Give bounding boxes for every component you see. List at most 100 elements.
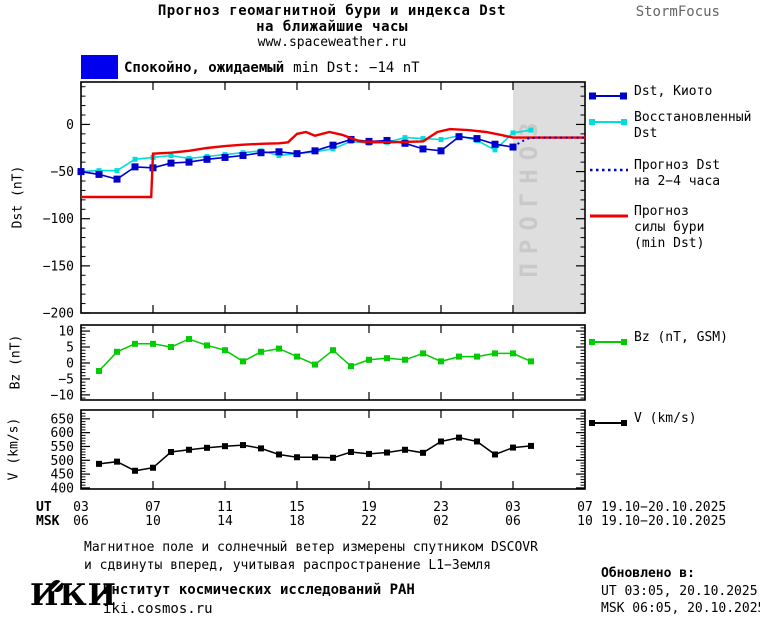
legend-storm-forecast-label: Прогноз силы бури (min Dst): [634, 204, 704, 252]
legend-line: на 2−4 часа: [634, 174, 721, 189]
series-marker: [491, 140, 499, 148]
ut-hour-label: 07: [145, 500, 161, 515]
legend-dst-kyoto-swatch: [589, 86, 629, 105]
legend-dst-restored-label: Восстановленный Dst: [634, 110, 751, 142]
series-marker: [347, 136, 355, 144]
msk-hour-label: 10: [145, 514, 161, 529]
series-marker: [420, 350, 426, 357]
updated-label: Обновлено в:: [601, 566, 695, 581]
y-tick-label: −100: [43, 212, 74, 227]
storm-status-detail: min Dst: −14 nT: [293, 60, 420, 76]
footnote-line1: Магнитное поле и солнечный ветер измерен…: [84, 540, 538, 555]
line-marker-swatch: [589, 420, 627, 426]
y-tick-label: 0: [66, 356, 74, 371]
series-marker: [528, 442, 534, 449]
series-marker: [437, 147, 445, 155]
msk-hour-label: 06: [505, 514, 521, 529]
series-marker: [221, 153, 229, 161]
dotted-line-swatch: [590, 168, 628, 172]
series-marker: [131, 163, 139, 171]
brand-label: StormFocus: [635, 4, 720, 20]
iki-logo-dot: [51, 580, 63, 592]
series-marker: [257, 149, 265, 157]
series-marker: [384, 355, 390, 362]
msk-hour-label: 22: [361, 514, 377, 529]
series-marker: [438, 438, 444, 445]
y-tick-label: 550: [51, 440, 74, 455]
series-line-storm_forecast: [81, 127, 585, 199]
date-range-ut: 19.10−20.10.2025: [601, 500, 727, 515]
page-subtitle: на ближайшие часы: [256, 19, 408, 35]
ut-hour-label: 03: [505, 500, 521, 515]
legend-line: Dst: [634, 126, 658, 141]
series-marker: [528, 127, 534, 133]
series-marker: [383, 136, 391, 144]
series-marker: [456, 353, 462, 360]
line-marker-swatch: [589, 339, 627, 345]
msk-hour-label: 18: [289, 514, 305, 529]
series-marker: [294, 454, 300, 461]
series-marker: [366, 356, 372, 363]
series-marker: [168, 153, 174, 159]
forecast-region: [513, 83, 584, 312]
website-text: www.spaceweather.ru: [257, 35, 407, 50]
legend-v-label: V (km/s): [634, 411, 697, 426]
iki-site-text: iki.cosmos.ru: [103, 601, 213, 617]
legend-line: Восстановленный: [634, 110, 752, 125]
series-marker: [132, 156, 138, 162]
series-marker: [528, 358, 534, 365]
series-marker: [150, 340, 156, 347]
storm-level-swatch: [81, 55, 118, 79]
series-marker: [330, 454, 336, 461]
series-line-v: [98, 436, 532, 472]
series-marker: [204, 342, 210, 349]
series-marker: [402, 356, 408, 363]
series-marker: [401, 139, 409, 147]
series-marker: [348, 448, 354, 455]
series-marker: [222, 347, 228, 354]
institute-name: Институт космических исследований РАН: [103, 582, 415, 598]
series-marker: [95, 170, 103, 178]
forecast-overlay-label: ПРОГНОЗ: [515, 113, 543, 277]
series-marker: [330, 146, 336, 152]
series-marker: [258, 445, 264, 452]
y-tick-label: 0: [66, 118, 74, 133]
ut-hour-label: 15: [289, 500, 305, 515]
page-title: Прогноз геомагнитной бури и индекса Dst: [157, 3, 507, 19]
iki-logo: ИКИ: [30, 578, 117, 613]
y-tick-label: −200: [43, 307, 74, 322]
series-marker: [204, 444, 210, 451]
series-marker: [329, 141, 337, 149]
series-marker: [311, 147, 319, 155]
line-swatch: [590, 214, 628, 218]
y-tick-label: 10: [58, 325, 74, 340]
series-marker: [492, 451, 498, 458]
legend-line: Прогноз Dst: [634, 158, 721, 173]
series-marker: [114, 348, 120, 355]
y-tick-label: 500: [51, 454, 74, 469]
series-marker: [348, 363, 354, 370]
line-marker-swatch: [589, 119, 627, 125]
series-marker: [438, 137, 444, 143]
plot-frame: [80, 324, 586, 401]
legend-v-swatch: [589, 413, 629, 432]
series-marker: [510, 350, 516, 357]
series-marker: [185, 158, 193, 166]
series-marker: [168, 344, 174, 351]
series-marker: [276, 451, 282, 458]
legend-dst-restored-swatch: [589, 112, 629, 131]
series-marker: [510, 444, 516, 451]
y-tick-label: 5: [66, 341, 74, 356]
series-marker: [492, 147, 498, 153]
series-marker: [402, 446, 408, 453]
plot-frame: [80, 81, 586, 314]
msk-hour-label: 06: [73, 514, 89, 529]
ut-hour-label: 03: [73, 500, 89, 515]
series-marker: [167, 159, 175, 167]
series-marker: [96, 460, 102, 467]
series-marker: [384, 449, 390, 456]
